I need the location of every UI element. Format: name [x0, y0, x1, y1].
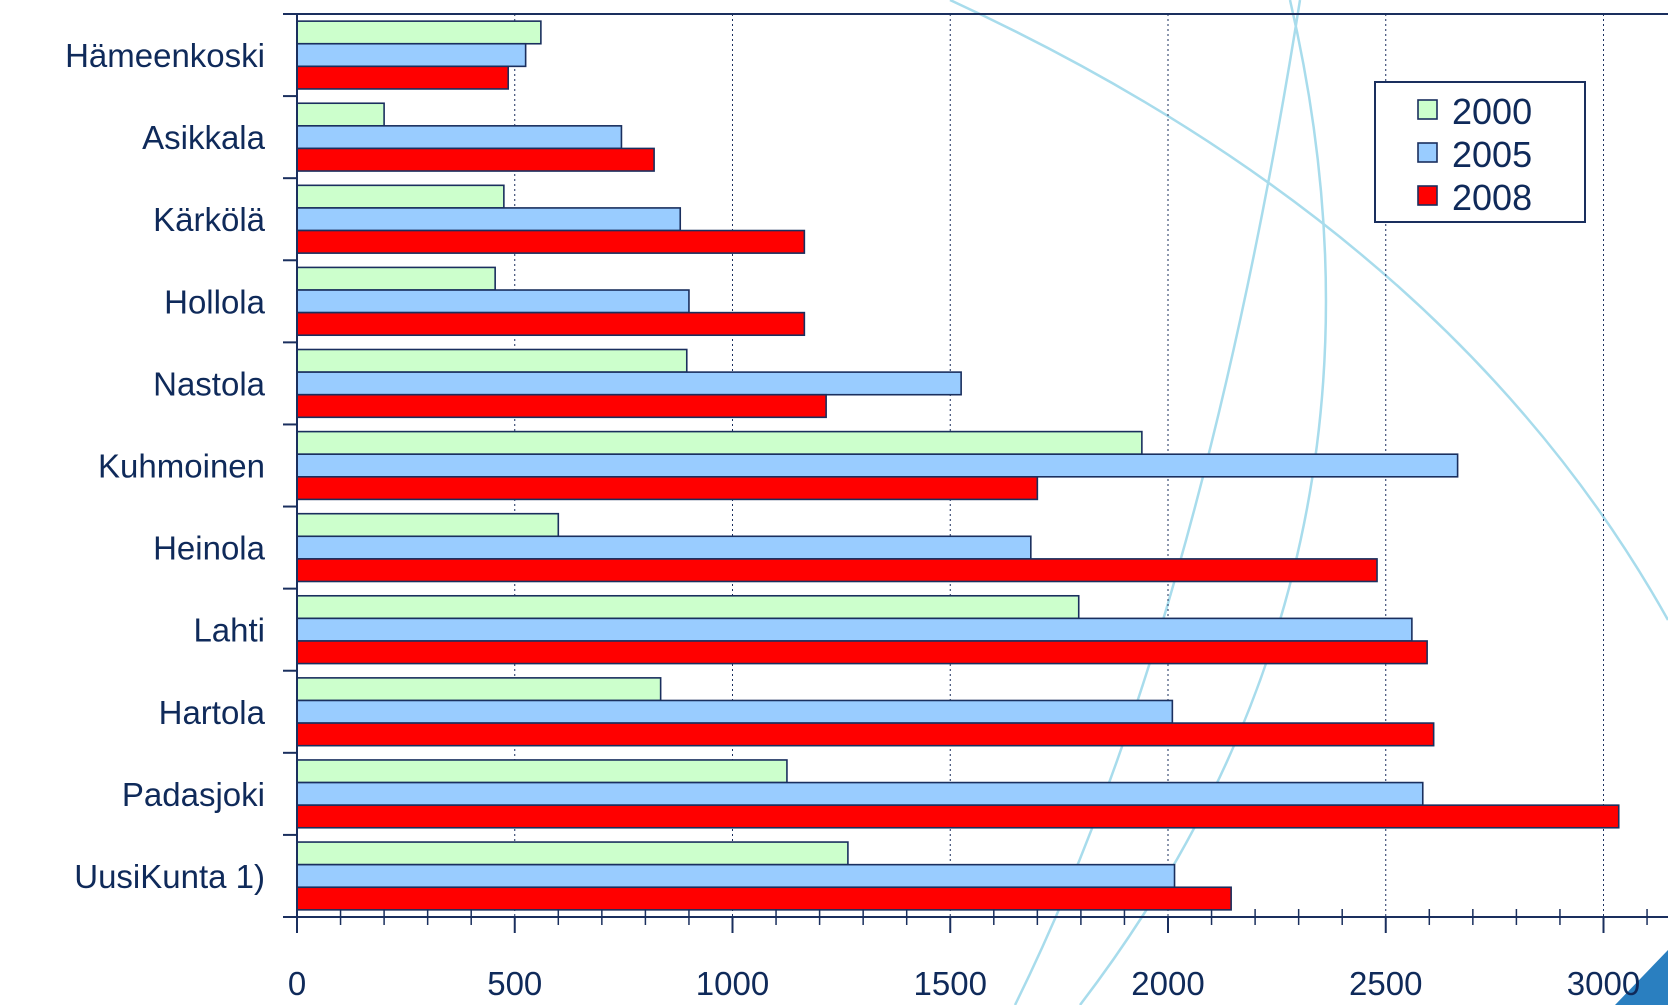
bars [296, 20, 1620, 911]
bar-asikkala-2008 [296, 147, 655, 172]
bar-hollola-2008 [296, 311, 806, 337]
category-label: Kärkölä [153, 201, 266, 238]
category-label: Kuhmoinen [98, 448, 265, 485]
x-tick-label-500: 500 [487, 965, 542, 1002]
background-arc-2 [1079, 0, 1328, 1005]
x-tick-label-2500: 2500 [1349, 965, 1422, 1002]
legend-swatch-2008 [1417, 185, 1438, 206]
legend-box [1374, 81, 1586, 223]
bar-hartola-2005 [296, 699, 1174, 724]
legend-label-2000: 2000 [1452, 91, 1532, 132]
legend: 2000 2005 2008 [1374, 81, 1586, 223]
category-label: UusiKunta 1) [74, 858, 265, 895]
bar-heinola-2008 [296, 558, 1378, 583]
bar-nastola-2005 [296, 371, 962, 396]
bar-hartola-2000 [296, 677, 662, 702]
legend-label-2005: 2005 [1452, 134, 1532, 175]
bar-asikkala-2000 [296, 102, 385, 127]
bar-h-meenkoski-2008 [296, 65, 510, 90]
bar-uusikunta-1--2000 [296, 841, 849, 866]
category-label: Hartola [159, 694, 266, 731]
bar-kuhmoinen-2000 [296, 430, 1143, 456]
category-label: Hollola [164, 283, 266, 320]
category-label: Padasjoki [122, 776, 265, 813]
bar-lahti-2005 [296, 617, 1413, 642]
x-tick-label-3000: 3000 [1567, 965, 1640, 1002]
legend-swatch-2000 [1417, 99, 1438, 120]
bar-k-rk-l--2008 [296, 229, 806, 254]
x-tick-labels: 0 500 1000 1500 2000 2500 3000 [288, 965, 1640, 1002]
category-label: Nastola [153, 365, 266, 402]
bar-nastola-2008 [296, 393, 827, 419]
bar-lahti-2008 [296, 640, 1428, 665]
bar-kuhmoinen-2008 [296, 475, 1039, 501]
x-tick-label-2000: 2000 [1131, 965, 1204, 1002]
corner-triangle-icon [1615, 950, 1668, 1005]
bar-kuhmoinen-2005 [296, 453, 1459, 478]
bar-h-meenkoski-2000 [296, 20, 542, 45]
bar-padasjoki-2000 [296, 759, 788, 784]
background-arc-1 [949, 0, 1668, 621]
background-arc-3 [1013, 0, 1302, 1005]
x-tick-label-0: 0 [288, 965, 306, 1002]
bar-lahti-2000 [296, 594, 1080, 620]
bar-k-rk-l--2000 [296, 184, 505, 209]
bar-asikkala-2005 [296, 125, 623, 150]
bar-k-rk-l--2005 [296, 207, 682, 232]
bar-padasjoki-2008 [296, 804, 1620, 829]
bar-uusikunta-1--2005 [296, 863, 1176, 889]
category-labels: Hämeenkoski Asikkala Kärkölä Hollola Nastola… [65, 37, 266, 895]
category-label: Asikkala [142, 119, 266, 156]
bar-heinola-2005 [296, 535, 1032, 560]
bar-padasjoki-2005 [296, 781, 1424, 806]
axes [283, 13, 1668, 933]
bar-heinola-2000 [296, 512, 560, 538]
category-label: Heinola [153, 530, 266, 567]
legend-swatch-2005 [1417, 142, 1438, 163]
bar-h-meenkoski-2005 [296, 42, 527, 68]
category-label: Hämeenkoski [65, 37, 265, 74]
bar-hartola-2008 [296, 722, 1435, 747]
x-tick-label-1000: 1000 [696, 965, 769, 1002]
bar-uusikunta-1--2008 [296, 886, 1232, 911]
bar-hollola-2000 [296, 266, 496, 291]
bar-hollola-2005 [296, 289, 690, 314]
category-label: Lahti [193, 612, 265, 649]
legend-label-2008: 2008 [1452, 177, 1532, 218]
bar-nastola-2000 [296, 348, 688, 373]
x-tick-label-1500: 1500 [914, 965, 987, 1002]
